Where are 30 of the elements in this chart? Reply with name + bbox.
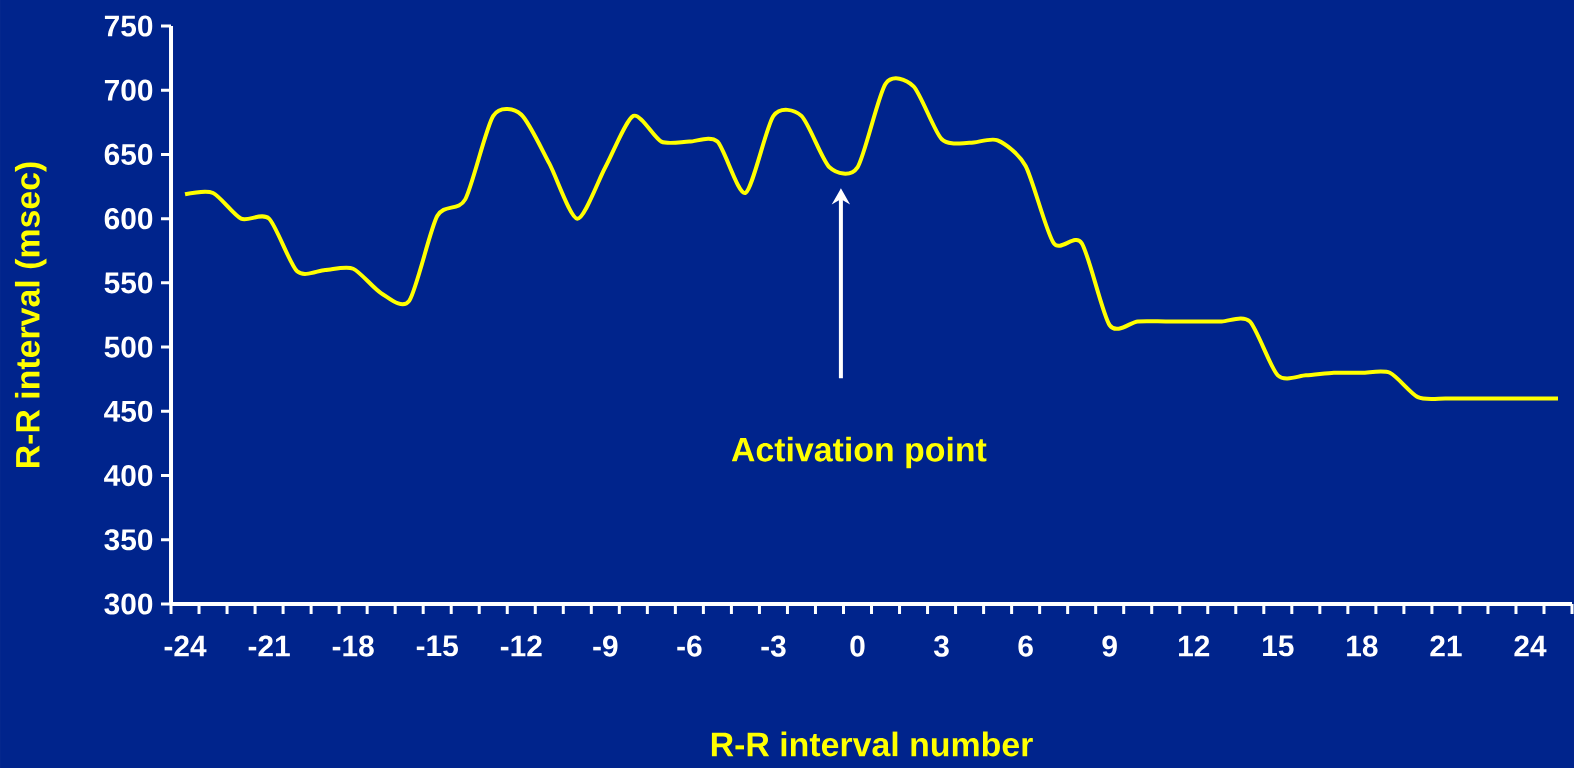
x-axis-title: R-R interval number <box>711 731 1033 757</box>
y-tick-label: 700 <box>104 79 153 101</box>
x-tick-label: -24 <box>164 635 207 657</box>
x-tick-label: -21 <box>248 635 290 657</box>
y-axis-title: R-R interval (msec) <box>14 162 47 468</box>
annotation: Activation point <box>731 436 987 469</box>
x-tick-label: -3 <box>761 635 786 657</box>
y-tick-label: 350 <box>104 529 153 551</box>
y-tick-label: 450 <box>104 400 153 422</box>
x-tick-label: -18 <box>332 635 374 657</box>
y-tick-label: 600 <box>104 208 153 230</box>
y-tick-label: 750 <box>104 15 153 37</box>
y-tick-label: 550 <box>104 272 153 294</box>
y-tick-label: 300 <box>104 593 153 615</box>
x-tick-label: -9 <box>593 635 618 657</box>
x-tick-label: -15 <box>416 635 458 657</box>
x-tick-label: -6 <box>677 635 702 657</box>
x-tick-label: 12 <box>1179 635 1210 657</box>
x-tick-label: 6 <box>1018 635 1033 657</box>
x-tick-label: 18 <box>1347 635 1378 657</box>
y-tick-label: 400 <box>104 464 153 487</box>
y-tick-label: 650 <box>104 143 153 166</box>
x-tick-label: 15 <box>1263 635 1294 657</box>
x-tick-label: 9 <box>1102 635 1117 657</box>
x-tick-label: 24 <box>1514 635 1547 657</box>
y-tick-label: 500 <box>104 336 153 358</box>
x-tick-label: -12 <box>500 635 542 657</box>
x-tick-label: 0 <box>850 635 865 657</box>
x-tick-label: 3 <box>933 635 949 657</box>
x-tick-label: 21 <box>1430 635 1462 657</box>
